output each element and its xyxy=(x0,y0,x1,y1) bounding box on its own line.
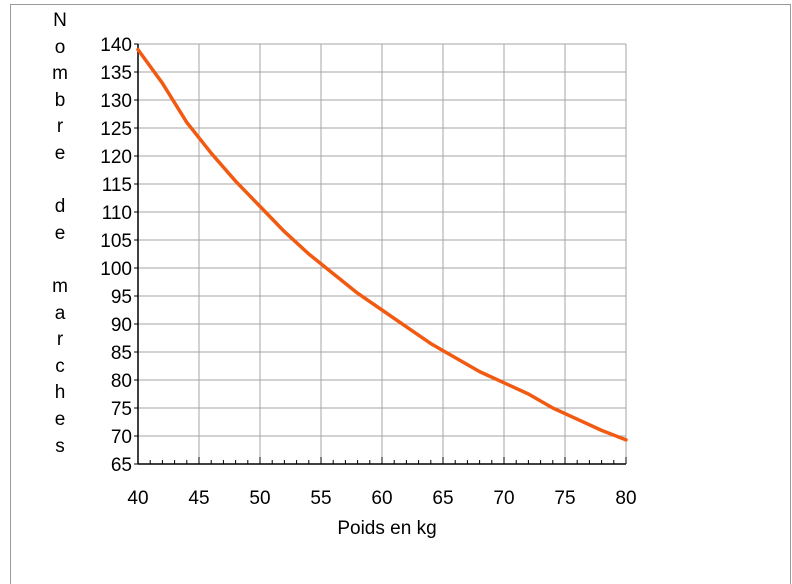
y-tick-label: 125 xyxy=(100,119,132,140)
y-axis-label-letter: a xyxy=(54,302,66,324)
y-axis-label-letter: N xyxy=(53,10,67,31)
y-axis-label-letter: r xyxy=(56,116,64,138)
y-tick-label: 120 xyxy=(100,147,132,168)
y-axis-label-letter: m xyxy=(52,63,68,85)
y-axis-label-letter: d xyxy=(54,196,66,218)
x-axis-title: Poids en kg xyxy=(337,518,436,539)
chart-frame xyxy=(10,4,791,584)
y-tick-label: 130 xyxy=(100,91,132,112)
y-axis-label-letter: r xyxy=(56,329,64,351)
x-tick-label: 65 xyxy=(432,488,453,509)
y-tick-label: 110 xyxy=(102,203,132,224)
y-axis-label-letter: e xyxy=(54,142,66,164)
y-tick-label: 70 xyxy=(111,427,132,448)
x-tick-label: 40 xyxy=(127,488,148,509)
y-tick-label: 80 xyxy=(111,371,132,392)
x-tick-label: 60 xyxy=(371,488,392,509)
x-tick-label: 75 xyxy=(554,488,575,509)
y-axis-label-letter: o xyxy=(54,36,66,58)
x-tick-label: 45 xyxy=(188,488,209,509)
y-axis-label-letter: s xyxy=(55,435,65,457)
y-axis-label-letter: m xyxy=(52,275,68,297)
x-tick-label: 70 xyxy=(493,488,514,509)
y-tick-label: 65 xyxy=(111,455,132,476)
y-tick-label: 135 xyxy=(100,63,132,84)
x-tick-label: 55 xyxy=(310,488,331,509)
y-axis-label-letter: e xyxy=(54,222,66,244)
series-line xyxy=(136,47,628,442)
y-axis-label-letter: h xyxy=(54,382,66,404)
y-axis-label-letter: b xyxy=(54,89,66,111)
y-axis-label-letter: e xyxy=(54,408,66,430)
x-tick-label: 50 xyxy=(249,488,270,509)
y-tick-label: 100 xyxy=(100,259,132,280)
y-tick-label: 140 xyxy=(100,35,132,56)
x-tick-label: 80 xyxy=(615,488,636,509)
y-tick-label: 75 xyxy=(111,399,132,420)
y-tick-label: 105 xyxy=(100,231,132,252)
y-tick-label: 115 xyxy=(102,175,132,196)
y-axis-label-letter: c xyxy=(55,355,65,377)
y-tick-label: 90 xyxy=(111,315,132,336)
y-tick-label: 85 xyxy=(111,343,132,364)
y-tick-label: 95 xyxy=(111,287,132,308)
